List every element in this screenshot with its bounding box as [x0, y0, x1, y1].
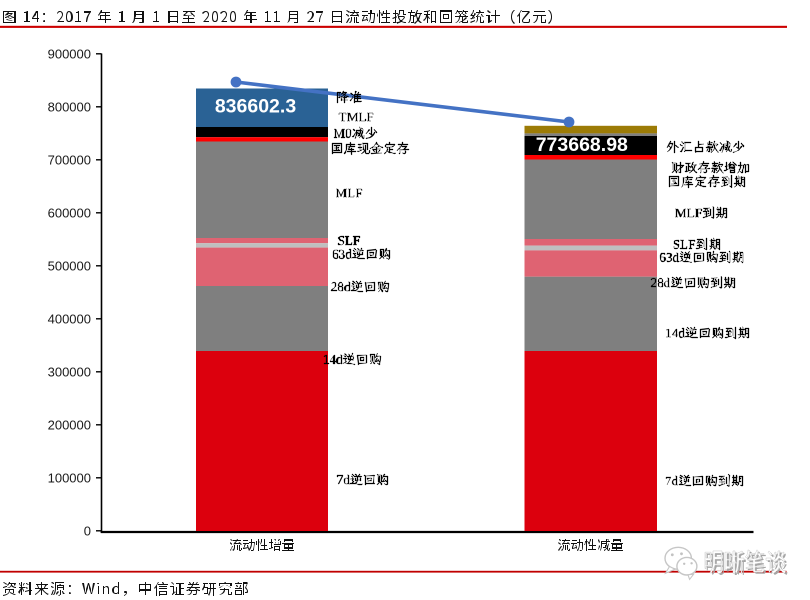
svg-text:600000: 600000 [48, 205, 91, 220]
svg-text:700000: 700000 [48, 152, 91, 167]
svg-text:400000: 400000 [48, 311, 91, 326]
svg-text:500000: 500000 [48, 258, 91, 273]
svg-text:900000: 900000 [48, 46, 91, 61]
svg-text:100000: 100000 [48, 470, 91, 485]
svg-text:800000: 800000 [48, 99, 91, 114]
svg-text:836602.3: 836602.3 [215, 96, 296, 118]
svg-text:0: 0 [84, 523, 91, 538]
svg-text:200000: 200000 [48, 417, 91, 432]
svg-text:300000: 300000 [48, 364, 91, 379]
svg-text:773668.98: 773668.98 [536, 134, 628, 156]
